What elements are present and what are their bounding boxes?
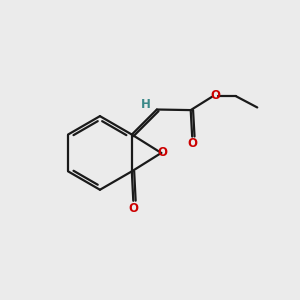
Text: O: O [128, 202, 138, 215]
Text: O: O [158, 146, 168, 159]
Text: H: H [141, 98, 151, 111]
Text: O: O [211, 89, 221, 102]
Text: O: O [187, 137, 197, 151]
